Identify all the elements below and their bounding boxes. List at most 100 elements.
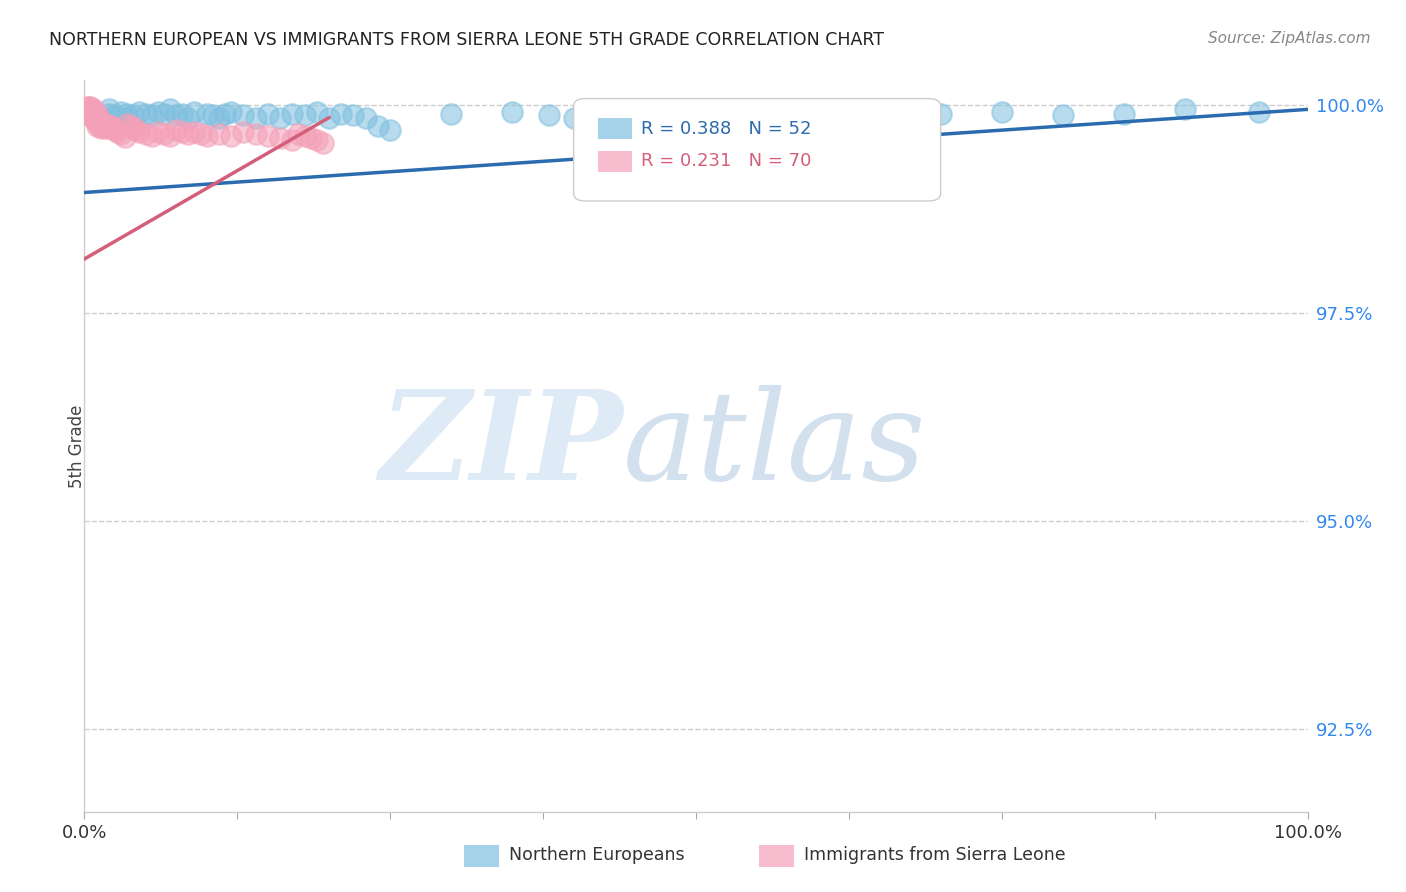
Point xyxy=(79,103,101,117)
Point xyxy=(77,103,100,117)
Point xyxy=(89,119,111,133)
Point xyxy=(90,120,112,135)
Point xyxy=(79,106,101,120)
Point xyxy=(110,104,132,119)
Point xyxy=(79,100,101,114)
Point xyxy=(281,133,304,147)
Point xyxy=(208,111,231,125)
Point xyxy=(97,103,120,117)
Point xyxy=(104,123,127,137)
Point xyxy=(77,103,100,117)
Point xyxy=(281,106,304,120)
Point xyxy=(120,119,142,133)
Point xyxy=(502,104,524,119)
Point xyxy=(80,104,103,119)
Point xyxy=(97,119,120,133)
Point xyxy=(97,106,120,120)
Point xyxy=(91,111,114,125)
Point xyxy=(299,131,322,145)
Point xyxy=(82,111,104,125)
Point xyxy=(294,108,316,122)
Point xyxy=(141,108,163,122)
Point xyxy=(747,106,769,120)
Point xyxy=(96,116,118,130)
Point xyxy=(146,125,169,139)
Point xyxy=(294,128,316,143)
Point xyxy=(195,106,218,120)
Point xyxy=(153,128,176,142)
Point xyxy=(183,125,205,139)
Point xyxy=(219,128,242,143)
Point xyxy=(82,103,104,117)
Point xyxy=(125,123,148,137)
Point xyxy=(114,129,136,144)
Point xyxy=(141,128,163,143)
Text: atlas: atlas xyxy=(623,385,927,507)
FancyBboxPatch shape xyxy=(574,99,941,201)
Point xyxy=(991,104,1014,119)
Point xyxy=(232,108,254,122)
Point xyxy=(269,131,291,145)
Point xyxy=(201,108,224,122)
Point xyxy=(183,104,205,119)
Point xyxy=(1174,103,1197,117)
Point xyxy=(100,119,122,133)
Point xyxy=(562,111,585,125)
Point xyxy=(208,128,231,142)
Point xyxy=(83,104,105,119)
Point xyxy=(1247,104,1270,119)
Point xyxy=(153,106,176,120)
Point xyxy=(135,106,157,120)
Point xyxy=(165,123,187,137)
Point xyxy=(1114,106,1136,120)
Point xyxy=(84,111,107,125)
Point xyxy=(165,108,187,122)
Point xyxy=(86,115,108,129)
Point xyxy=(82,106,104,120)
Point xyxy=(87,113,110,128)
Point xyxy=(79,103,101,117)
Point xyxy=(269,111,291,125)
Point xyxy=(440,106,463,120)
Point xyxy=(305,104,328,119)
Point xyxy=(380,123,402,137)
Text: R = 0.388   N = 52: R = 0.388 N = 52 xyxy=(641,120,811,137)
Point xyxy=(177,128,200,142)
Point xyxy=(86,111,108,125)
Point xyxy=(257,106,280,120)
Point xyxy=(93,119,115,133)
Point xyxy=(318,111,340,125)
Point xyxy=(172,125,194,139)
Point xyxy=(110,128,132,142)
Point xyxy=(104,108,127,122)
Point xyxy=(146,104,169,119)
Point xyxy=(77,104,100,119)
Point xyxy=(807,108,830,122)
Bar xyxy=(598,119,633,139)
Point xyxy=(128,125,150,139)
Point xyxy=(245,111,267,125)
Point xyxy=(135,128,157,142)
Point xyxy=(87,116,110,130)
Point xyxy=(86,119,108,133)
Point xyxy=(1052,108,1074,122)
Bar xyxy=(598,152,633,171)
Point xyxy=(172,106,194,120)
Point xyxy=(232,125,254,139)
Point xyxy=(76,100,98,114)
Point xyxy=(77,100,100,114)
Point xyxy=(305,133,328,147)
Text: Immigrants from Sierra Leone: Immigrants from Sierra Leone xyxy=(804,847,1066,864)
Y-axis label: 5th Grade: 5th Grade xyxy=(69,404,86,488)
Point xyxy=(367,119,389,133)
Point xyxy=(245,128,267,142)
Point xyxy=(84,106,107,120)
Point xyxy=(159,128,181,143)
Text: R = 0.231   N = 70: R = 0.231 N = 70 xyxy=(641,153,811,170)
Point xyxy=(159,103,181,117)
Point xyxy=(330,106,353,120)
Point xyxy=(91,116,114,130)
Point xyxy=(103,121,125,136)
Point xyxy=(214,106,236,120)
Point xyxy=(219,104,242,119)
